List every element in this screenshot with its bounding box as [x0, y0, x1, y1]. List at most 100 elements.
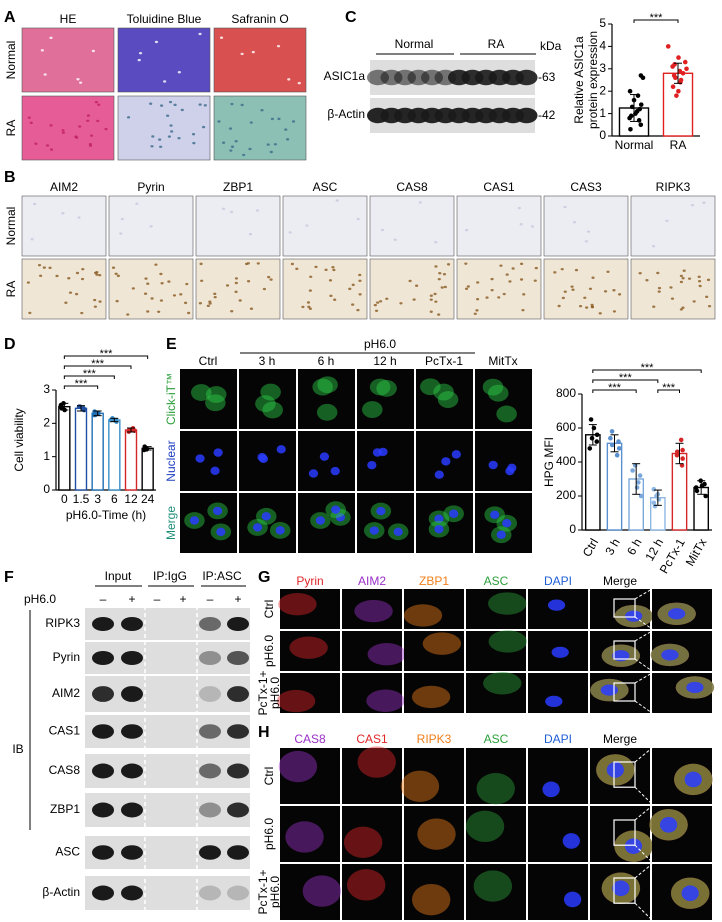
cell: [208, 302, 212, 305]
cell-signal: [289, 636, 328, 659]
cell: [49, 124, 53, 127]
micrograph: [213, 95, 307, 161]
band: [121, 885, 143, 901]
cell: [707, 304, 712, 308]
data-point: [609, 429, 615, 434]
cell: [291, 120, 296, 123]
micrograph: [652, 631, 712, 671]
significance-bracket: [657, 389, 680, 393]
data-point: [671, 73, 677, 78]
y-tick-label: 5: [599, 16, 606, 30]
cell: [177, 71, 181, 74]
cell: [198, 302, 202, 305]
cell: [358, 273, 362, 277]
nucleus: [372, 448, 383, 457]
band-label: ASC: [55, 845, 80, 859]
cell: [248, 147, 252, 151]
cell: [331, 265, 335, 269]
treatment-label: pH6.0: [24, 592, 56, 606]
cell: [255, 209, 260, 212]
cell: [706, 278, 711, 282]
cell: [154, 263, 158, 266]
significance-bracket: [63, 365, 132, 369]
cell: [690, 203, 695, 207]
cell: [74, 292, 79, 296]
y-axis-label: HPG MFI: [542, 437, 556, 487]
micrograph: [282, 258, 368, 320]
nucleus: [612, 650, 630, 662]
cell-signal: [376, 380, 397, 397]
cell: [519, 262, 524, 266]
group-label: Input: [105, 569, 132, 583]
panel-label: A: [4, 9, 16, 26]
cell: [116, 274, 120, 278]
cell: [28, 311, 32, 315]
cell: [522, 293, 526, 296]
nucleus: [668, 608, 686, 620]
micrograph: [239, 431, 296, 491]
nucleus: [625, 610, 643, 622]
cell: [68, 291, 73, 294]
cell: [40, 49, 44, 52]
cell: [200, 279, 204, 282]
micrograph: [652, 806, 712, 862]
cell: [273, 143, 277, 146]
bar: [58, 405, 71, 491]
x-tick-label: 12: [124, 492, 138, 506]
y-axis-label: protein expression: [586, 31, 600, 129]
nucleus: [449, 509, 459, 518]
cell: [665, 219, 669, 223]
significance-bracket: [592, 369, 702, 373]
cell: [163, 80, 167, 83]
cell: [267, 275, 271, 279]
zoom-box: [613, 761, 636, 788]
micrograph: [456, 195, 542, 257]
zoom-guide: [634, 863, 653, 879]
band: [515, 69, 538, 86]
cell: [306, 301, 311, 304]
data-point: [629, 104, 635, 110]
data-point: [609, 442, 615, 448]
nucleus: [684, 771, 702, 788]
significance-bracket: [633, 19, 679, 23]
cell: [530, 225, 535, 228]
data-point: [587, 446, 593, 451]
cell: [698, 284, 702, 288]
cell: [30, 237, 34, 241]
zoom-guide: [634, 786, 653, 805]
cell: [351, 303, 355, 306]
cell: [198, 32, 202, 36]
cell: [172, 294, 177, 297]
cell: [240, 52, 244, 56]
cell: [591, 276, 595, 279]
column-title: Merge: [603, 574, 637, 588]
micrograph: [404, 673, 464, 713]
data-point: [616, 446, 622, 451]
cell: [97, 103, 101, 106]
cell: [437, 277, 441, 281]
micrograph: [213, 27, 307, 93]
data-point: [651, 500, 657, 506]
micrograph: [466, 673, 526, 713]
column-title: Safranin O: [231, 12, 288, 26]
nucleus: [681, 885, 699, 902]
cell: [94, 100, 98, 104]
y-tick-label: 200: [556, 488, 576, 502]
data-point: [608, 435, 613, 441]
cell: [433, 292, 437, 296]
cell: [612, 310, 617, 313]
data-point: [92, 412, 98, 418]
cell: [301, 305, 305, 309]
cell: [158, 138, 162, 141]
cell-signal: [488, 592, 527, 615]
cell: [80, 277, 85, 281]
nucleus: [563, 891, 582, 908]
cell: [561, 296, 565, 300]
micrograph: [404, 864, 464, 920]
data-point: [677, 68, 683, 74]
cell: [585, 306, 589, 309]
micrograph: [416, 493, 473, 553]
cell: [606, 270, 610, 273]
cell: [324, 268, 328, 272]
y-tick-label: 3: [43, 382, 50, 396]
